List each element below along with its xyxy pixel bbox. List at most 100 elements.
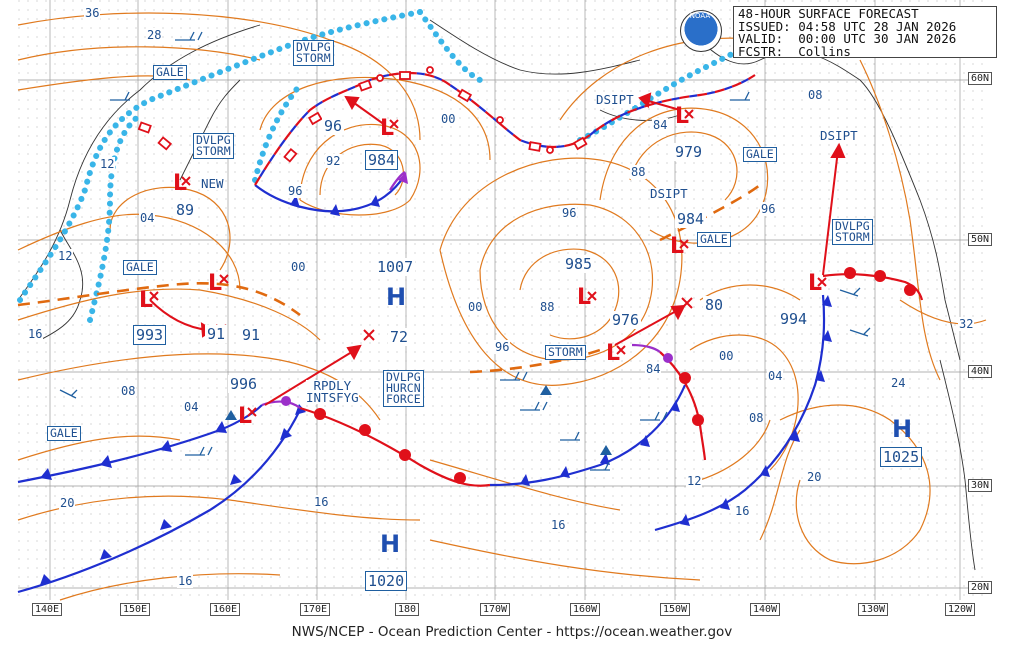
header-valid: VALID: 00:00 UTC 30 JAN 2026 (738, 31, 957, 46)
gale-label: GALE (123, 260, 157, 275)
longitude-label: 140E (32, 603, 63, 616)
isobar-label: 00 (290, 260, 307, 274)
dsipt-annotation: DSIPT (820, 128, 858, 143)
isobar-label: 92 (325, 154, 342, 168)
latitude-label: 60N (968, 72, 993, 85)
noaa-logo-text: NOAA (689, 12, 711, 20)
high-pressure: 1025 (880, 447, 923, 467)
longitude-label: 130W (858, 603, 889, 616)
dvlpg-storm-label: DVLPG STORM (832, 219, 873, 245)
high-symbol: H (892, 415, 913, 443)
isobar-label: 08 (748, 411, 765, 425)
isobar-label: 16 (313, 495, 330, 509)
header-title: 48-HOUR SURFACE FORECAST (738, 6, 919, 21)
low-pressure: 96 (322, 117, 345, 135)
high-symbol: H (386, 283, 407, 311)
svg-text:L: L (380, 116, 394, 141)
low-pressure: 89 (174, 201, 197, 219)
gale-label: GALE (153, 65, 187, 80)
longitude-label: 120W (945, 603, 976, 616)
isobar-label: 20 (806, 470, 823, 484)
svg-text:L: L (577, 285, 591, 310)
isobar-label: 16 (177, 574, 194, 588)
x-pressure: 80 (703, 296, 726, 314)
low-pressure: 984 (675, 210, 707, 228)
forecast-header: 48-HOUR SURFACE FORECAST ISSUED: 04:58 UT… (733, 6, 997, 58)
longitude-label: 160E (210, 603, 241, 616)
storm-label: STORM (545, 345, 586, 360)
svg-text:L: L (208, 271, 222, 296)
isobar-label: 96 (760, 202, 777, 216)
isobar-label: 32 (958, 317, 975, 331)
isobar-label: 96 (287, 184, 304, 198)
dvlpg-storm-label: DVLPG STORM (193, 133, 234, 159)
isobar-label: 36 (84, 6, 101, 20)
isobar-label: 16 (734, 504, 751, 518)
longitude-label: 150W (660, 603, 691, 616)
isobar-label: 96 (494, 340, 511, 354)
latitude-label: 40N (968, 365, 993, 378)
gale-label: GALE (47, 426, 81, 441)
isobar-label: 16 (27, 327, 44, 341)
latitude-label: 20N (968, 581, 993, 594)
graticule (18, 0, 986, 600)
gale-label: GALE (743, 147, 777, 162)
isobar-label: 12 (686, 474, 703, 488)
new-annotation: NEW (201, 176, 224, 191)
isobar-label: 08 (120, 384, 137, 398)
latitude-label: 50N (968, 233, 993, 246)
cold-front-barbs (40, 195, 832, 585)
noaa-logo (680, 10, 722, 52)
x-pressure: 91 (205, 325, 228, 343)
x-pressure: 72 (388, 328, 411, 346)
footer-credit: NWS/NCEP - Ocean Prediction Center - htt… (291, 624, 733, 640)
map-grid (18, 0, 986, 600)
low-pressure: 996 (228, 375, 260, 393)
svg-text:L: L (606, 341, 620, 366)
hurricane-force-label: DVLPG HURCN FORCE (383, 370, 424, 407)
stationary-front-squares (137, 66, 588, 163)
isobar-label: 12 (57, 249, 74, 263)
isobar-label: 24 (890, 376, 907, 390)
longitude-label: 160W (570, 603, 601, 616)
longitude-label: 150E (120, 603, 151, 616)
troughs (17, 183, 761, 374)
dvlpg-storm-label: DVLPG STORM (293, 40, 334, 66)
low-pressure: 976 (610, 311, 642, 329)
occluded-symbols (281, 172, 673, 406)
dsipt-annotation: DSIPT (596, 92, 634, 107)
isobar-label: 00 (718, 349, 735, 363)
header-issued: ISSUED: 04:58 UTC 28 JAN 2026 (738, 18, 957, 34)
low-pressure: 979 (673, 143, 705, 161)
longitude-label: 170W (480, 603, 511, 616)
isobar-label: 00 (440, 112, 457, 126)
isobar-label: 16 (550, 518, 567, 532)
wind-barb-flags (225, 385, 612, 455)
isobar-label: 28 (146, 28, 163, 42)
svg-text:L: L (808, 271, 822, 296)
isobar-label: 04 (183, 400, 200, 414)
isobar-label: 84 (645, 362, 662, 376)
isobar-label: 00 (467, 300, 484, 314)
isobar-label: 20 (59, 496, 76, 510)
high-symbol: H (380, 530, 401, 558)
svg-text:L: L (139, 288, 153, 313)
low-pressure: 984 (365, 150, 399, 170)
low-pressure: 993 (133, 325, 167, 345)
isobar-label: 12 (99, 157, 116, 171)
isobar-label: 04 (767, 369, 784, 383)
svg-text:L: L (173, 171, 187, 196)
longitude-label: 180 (395, 603, 420, 616)
low-pressure: 985 (563, 255, 595, 273)
dsipt-annotation: DSIPT (650, 186, 688, 201)
isobar-label: 04 (139, 211, 156, 225)
isobar-label: 84 (652, 118, 669, 132)
isobar-label: 08 (807, 88, 824, 102)
warm-front-bumps (314, 267, 916, 484)
isobar-label: 88 (630, 165, 647, 179)
isobar-label: 88 (539, 300, 556, 314)
stationary-front (254, 72, 756, 186)
high-pressure: 1020 (365, 571, 408, 591)
longitude-label: 140W (750, 603, 781, 616)
gale-label: GALE (697, 232, 731, 247)
